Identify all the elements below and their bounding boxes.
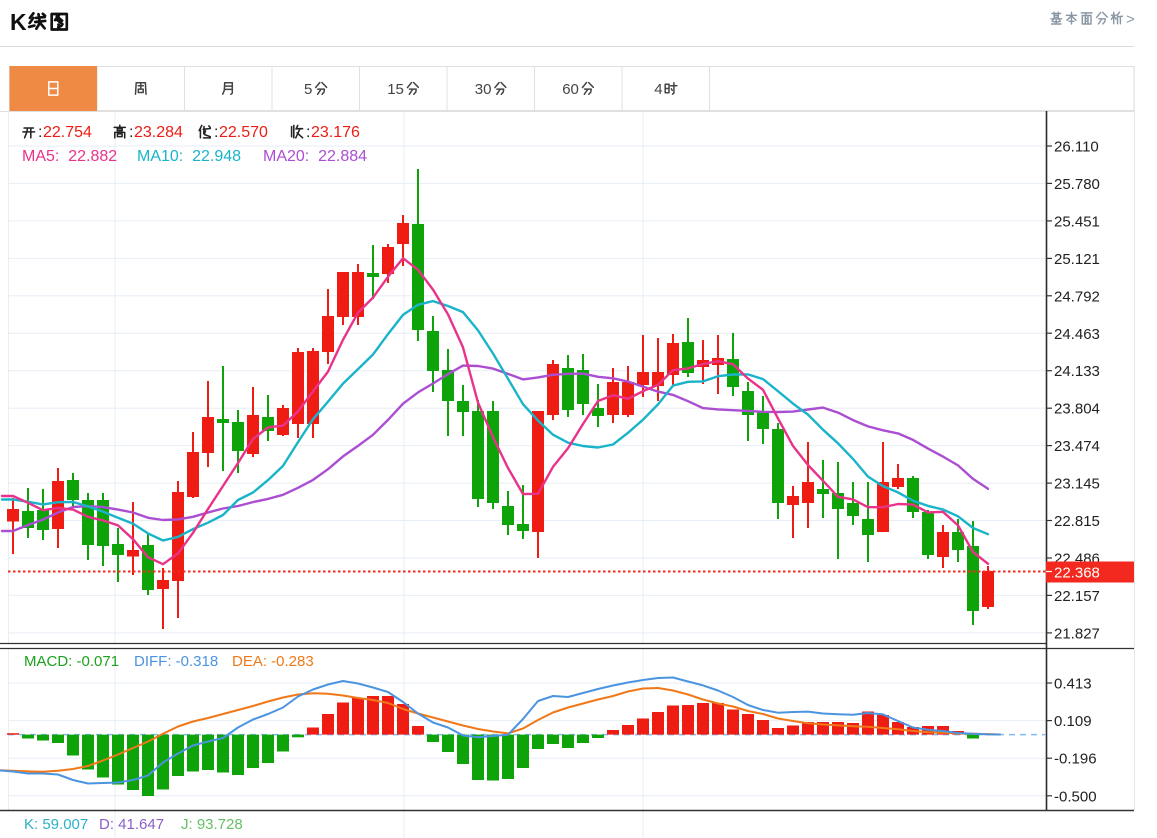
svg-text::: :: [38, 124, 42, 141]
svg-text:DEA: -0.283: DEA: -0.283: [232, 653, 314, 670]
svg-text:23.145: 23.145: [1054, 476, 1100, 493]
svg-text:D: 41.647: D: 41.647: [99, 816, 164, 833]
svg-text:-0.500: -0.500: [1054, 788, 1097, 805]
svg-text:25.451: 25.451: [1054, 213, 1100, 230]
svg-text:5: 5: [304, 81, 312, 98]
svg-text:23.284: 23.284: [134, 124, 183, 141]
svg-text:22.368: 22.368: [1054, 565, 1100, 582]
svg-text::: :: [129, 124, 133, 141]
svg-text:MACD: -0.071: MACD: -0.071: [24, 653, 119, 670]
svg-text:0.413: 0.413: [1054, 676, 1092, 693]
svg-text:22.157: 22.157: [1054, 588, 1100, 605]
svg-text:24.133: 24.133: [1054, 363, 1100, 380]
svg-text:25.121: 25.121: [1054, 251, 1100, 268]
svg-text:-0.196: -0.196: [1054, 751, 1097, 768]
svg-text:22.570: 22.570: [219, 124, 268, 141]
svg-text:26.110: 26.110: [1054, 139, 1099, 156]
svg-text:>: >: [1126, 11, 1135, 28]
svg-text:25.780: 25.780: [1054, 176, 1100, 193]
svg-text:22.754: 22.754: [43, 124, 92, 141]
svg-text:23.474: 23.474: [1054, 438, 1100, 455]
svg-text:K: 59.007: K: 59.007: [24, 816, 88, 833]
svg-text:4: 4: [654, 81, 662, 98]
svg-text:60: 60: [562, 81, 579, 98]
svg-text:MA20: 22.884: MA20: 22.884: [263, 148, 367, 165]
svg-text:24.463: 24.463: [1054, 326, 1100, 343]
svg-text:MA10: 22.948: MA10: 22.948: [137, 148, 241, 165]
svg-text:K: K: [10, 9, 27, 35]
svg-text:MA5: 22.882: MA5: 22.882: [22, 148, 117, 165]
svg-text:24.792: 24.792: [1054, 288, 1100, 305]
svg-text:0.109: 0.109: [1054, 713, 1092, 730]
svg-text:23.176: 23.176: [311, 124, 360, 141]
svg-text:DIFF: -0.318: DIFF: -0.318: [134, 653, 218, 670]
svg-text:23.804: 23.804: [1054, 401, 1100, 418]
svg-text:22.815: 22.815: [1054, 513, 1100, 530]
svg-text::: :: [306, 124, 310, 141]
svg-text::: :: [214, 124, 218, 141]
svg-text:30: 30: [475, 81, 492, 98]
svg-text:15: 15: [387, 81, 404, 98]
svg-text:J: 93.728: J: 93.728: [181, 816, 243, 833]
svg-text:21.827: 21.827: [1054, 625, 1100, 642]
